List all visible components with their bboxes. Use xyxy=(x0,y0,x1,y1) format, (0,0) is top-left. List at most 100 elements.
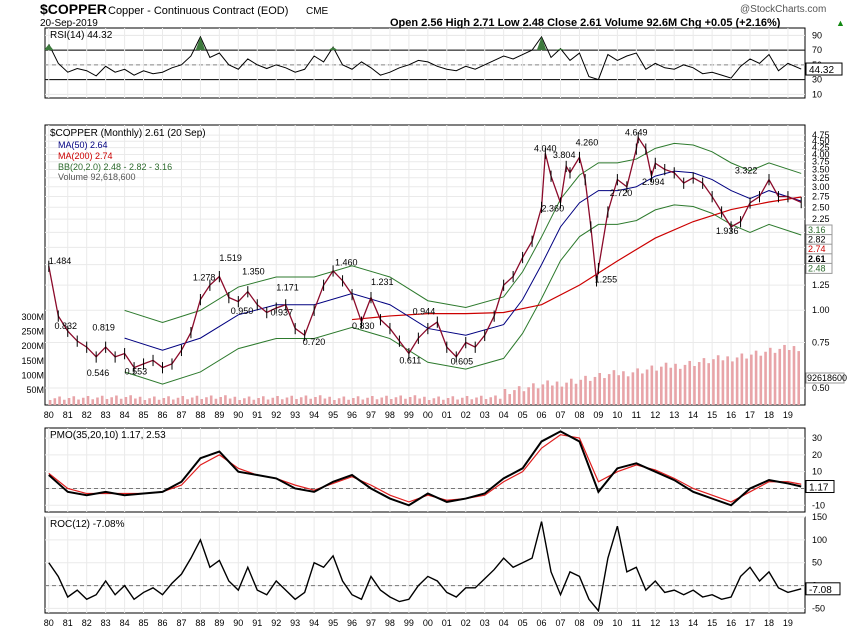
price-x-tick-label: 01 xyxy=(442,410,452,420)
rsi-last-box xyxy=(805,62,843,76)
volume-tick-label: 100M xyxy=(21,370,44,380)
roc-x-tick-label: 15 xyxy=(707,618,717,628)
volume-bar xyxy=(532,383,535,405)
volume-bar xyxy=(622,371,625,405)
roc-x-tick-label: 97 xyxy=(366,618,376,628)
price-annotation: 0.605 xyxy=(451,357,474,367)
price-tick-label: 4.00 xyxy=(812,149,830,159)
volume-bar xyxy=(91,399,95,405)
volume-bar xyxy=(262,396,265,405)
roc-x-tick-label: 10 xyxy=(612,618,622,628)
rsi-tick-label: 10 xyxy=(812,89,822,99)
roc-x-tick-label: 04 xyxy=(499,618,509,628)
price-tick-label: 0.75 xyxy=(812,338,830,348)
volume-bar xyxy=(186,399,189,405)
bollinger-upper-line xyxy=(124,142,802,324)
price-x-tick-label: 84 xyxy=(120,410,130,420)
price-tick-label: 3.25 xyxy=(812,173,830,183)
volume-bar xyxy=(688,360,692,405)
price-x-tick-label: 18 xyxy=(764,410,774,420)
roc-x-tick-label: 06 xyxy=(537,618,547,628)
price-x-tick-label: 14 xyxy=(688,410,698,420)
volume-bar xyxy=(366,397,369,405)
price-right-label: 2.61 xyxy=(808,254,826,264)
price-annotation: 0.832 xyxy=(54,321,77,331)
volume-bar xyxy=(598,373,602,405)
volume-bar xyxy=(86,396,90,405)
price-annotation: 1.278 xyxy=(193,273,216,283)
volume-bar xyxy=(641,373,644,405)
price-annotation: 1.460 xyxy=(335,258,358,268)
volume-bar xyxy=(517,386,521,405)
volume-bar xyxy=(560,386,564,405)
pmo-tick-label: 20 xyxy=(812,450,822,460)
volume-bar xyxy=(200,399,204,405)
price-x-tick-label: 83 xyxy=(101,410,111,420)
bollinger-lower-line xyxy=(124,204,802,385)
price-x-tick-label: 98 xyxy=(385,410,395,420)
volume-bar xyxy=(797,351,801,405)
volume-bar xyxy=(636,368,639,405)
rsi-tick-label: 70 xyxy=(812,45,822,55)
roc-title: ROC(12) -7.08% xyxy=(50,519,125,530)
price-x-tick-label: 13 xyxy=(669,410,679,420)
price-tick-label: 0.50 xyxy=(812,383,830,393)
volume-tick-label: 250M xyxy=(21,327,44,337)
price-x-tick-label: 81 xyxy=(63,410,73,420)
price-annotation: 1.936 xyxy=(716,226,739,236)
volume-bar xyxy=(707,363,710,405)
price-x-tick-label: 96 xyxy=(347,410,357,420)
volume-bar xyxy=(404,398,407,405)
price-right-label: 2.82 xyxy=(808,235,826,245)
volume-bar xyxy=(792,346,796,405)
ma200-line xyxy=(351,196,802,321)
roc-x-tick-label: 11 xyxy=(632,618,641,628)
volume-tick-label: 300M xyxy=(21,312,44,322)
volume-bar xyxy=(731,361,734,405)
price-right-label: 3.16 xyxy=(808,225,826,235)
price-annotation: 1.350 xyxy=(242,266,265,276)
volume-bar xyxy=(631,372,635,405)
volume-bar xyxy=(442,399,445,405)
volume-bar xyxy=(768,347,772,405)
legend-bb: BB(20,2.0) 2.48 - 2.82 - 3.16 xyxy=(58,162,172,172)
volume-bar xyxy=(205,397,208,405)
volume-bar xyxy=(238,400,241,405)
volume-tick-label: 200M xyxy=(21,341,44,351)
volume-bar xyxy=(479,395,483,405)
price-x-tick-label: 86 xyxy=(157,410,167,420)
volume-bar xyxy=(669,367,673,405)
volume-bar xyxy=(702,358,706,405)
price-x-tick-label: 93 xyxy=(290,410,300,420)
rsi-last-value: 44.32 xyxy=(809,65,834,76)
volume-bar xyxy=(48,400,52,405)
volume-bar xyxy=(328,396,331,405)
chart-date: 20-Sep-2019 xyxy=(40,18,98,29)
price-tick-label: 3.75 xyxy=(812,157,830,167)
roc-x-tick-label: 09 xyxy=(593,618,603,628)
pmo-tick-label: 10 xyxy=(812,467,822,477)
roc-x-tick-label: 96 xyxy=(347,618,357,628)
volume-last-value: 92618600 xyxy=(807,373,847,383)
rsi-tick-label: 90 xyxy=(812,30,822,40)
price-x-tick-label: 04 xyxy=(499,410,509,420)
roc-x-tick-label: 92 xyxy=(271,618,281,628)
rsi-title: RSI(14) 44.32 xyxy=(50,30,113,41)
volume-bar xyxy=(356,396,360,405)
rsi-overbought-fill xyxy=(195,36,206,51)
price-x-tick-label: 10 xyxy=(612,410,622,420)
price-annotation: 0.830 xyxy=(352,321,375,331)
roc-x-tick-label: 17 xyxy=(745,618,755,628)
exchange-label: CME xyxy=(306,6,329,17)
roc-x-tick-label: 88 xyxy=(195,618,205,628)
price-x-tick-label: 15 xyxy=(707,410,717,420)
volume-bar xyxy=(655,370,658,405)
price-x-tick-label: 11 xyxy=(632,410,641,420)
volume-bar xyxy=(342,396,346,405)
price-x-tick-label: 12 xyxy=(650,410,660,420)
price-x-tick-label: 08 xyxy=(574,410,584,420)
roc-x-tick-label: 89 xyxy=(214,618,224,628)
price-annotation: 0.937 xyxy=(271,308,294,318)
volume-bar xyxy=(247,396,251,405)
volume-bar xyxy=(551,385,554,405)
